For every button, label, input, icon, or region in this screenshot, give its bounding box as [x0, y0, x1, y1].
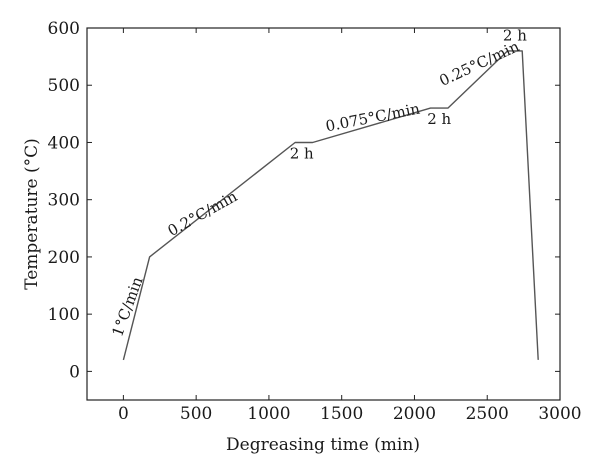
- rate-annotation: 2 h: [290, 145, 314, 163]
- x-tick-label: 0: [118, 404, 129, 424]
- x-tick-label: 500: [180, 404, 212, 424]
- rate-annotation: 1°C/min: [108, 274, 146, 339]
- y-tick-label: 100: [48, 305, 80, 325]
- y-tick-label: 300: [48, 191, 80, 211]
- x-tick-label: 3000: [538, 404, 581, 424]
- y-tick-label: 600: [48, 19, 80, 39]
- y-tick-label: 400: [48, 133, 80, 153]
- x-tick-label: 1000: [247, 404, 290, 424]
- rate-annotation: 2 h: [427, 110, 451, 128]
- x-tick-label: 2000: [393, 404, 436, 424]
- x-tick-label: 1500: [320, 404, 363, 424]
- x-axis-ticks: 0 500 1000 1500 2000 2500 3000: [118, 28, 582, 424]
- y-axis-ticks: 0 100 200 300 400 500 600: [48, 19, 560, 382]
- y-tick-label: 500: [48, 76, 80, 96]
- rate-annotation: 0.075°C/min: [324, 99, 422, 135]
- series-layer: [122, 50, 539, 361]
- y-tick-label: 200: [48, 248, 80, 268]
- rate-annotation: 0.2°C/min: [165, 187, 241, 240]
- rate-annotation: 2 h: [503, 27, 527, 45]
- x-tick-label: 2500: [466, 404, 509, 424]
- y-tick-label: 0: [69, 362, 80, 382]
- y-axis-title: Temperature (°C): [22, 138, 42, 290]
- plot-frame: [86, 27, 561, 401]
- temperature-series-line: [122, 50, 539, 361]
- x-axis-title: Degreasing time (min): [226, 435, 420, 455]
- rate-annotation: 0.25°C/min: [436, 37, 522, 90]
